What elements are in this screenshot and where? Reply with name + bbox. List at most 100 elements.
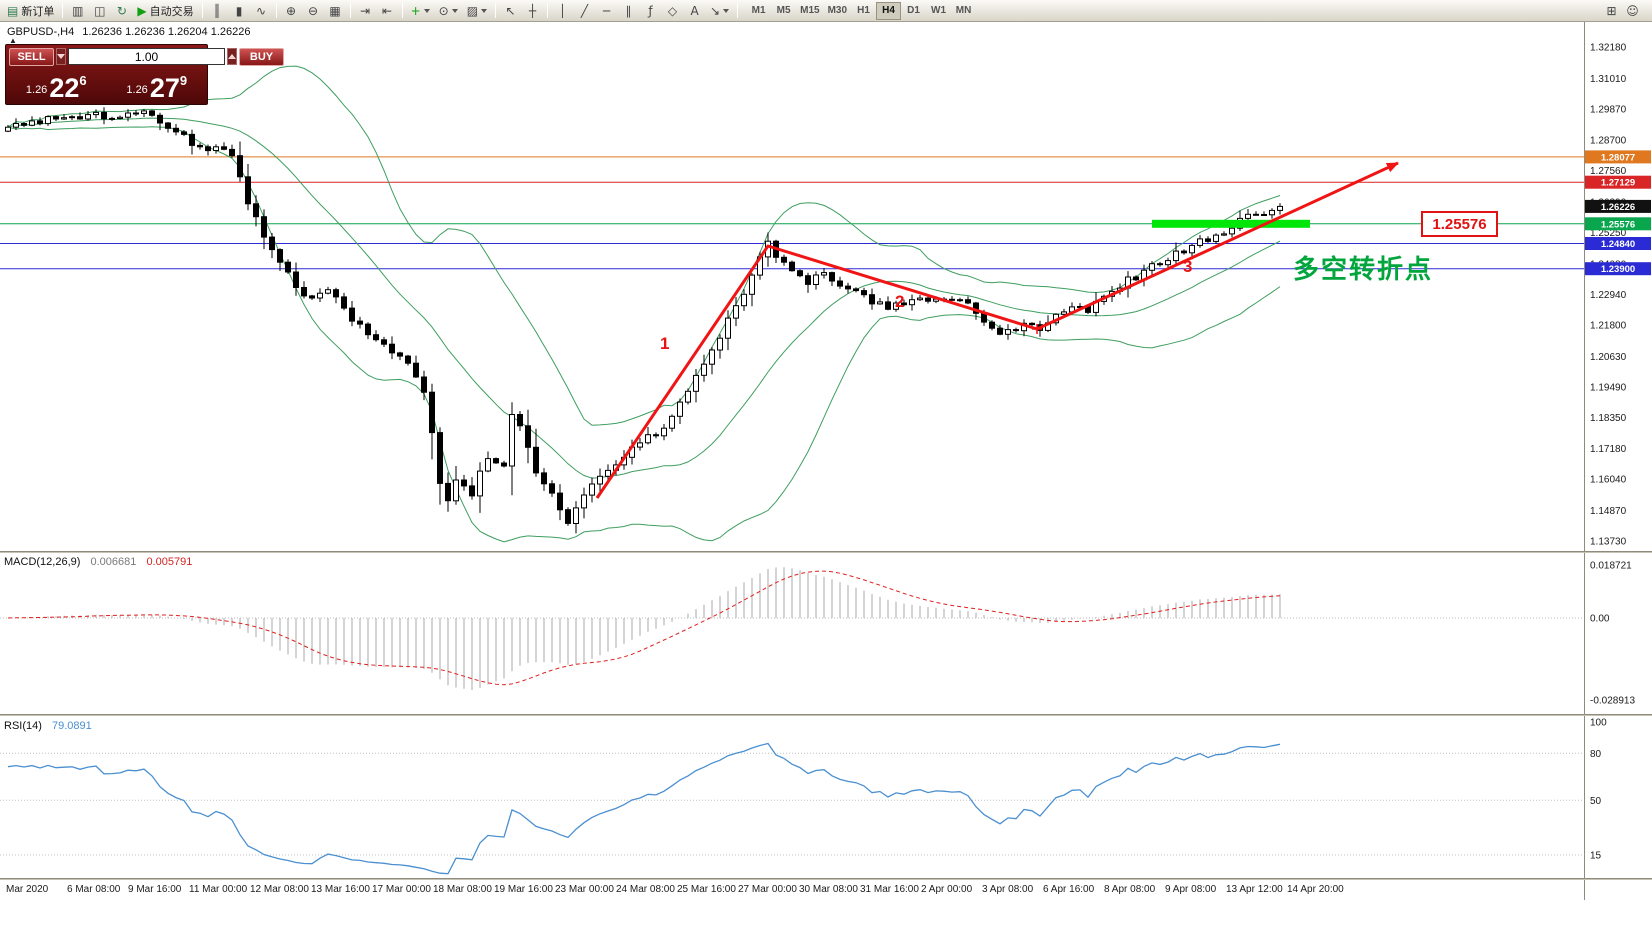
trend-wave-arrow[interactable]	[595, 161, 1399, 499]
macd-axis-ticks[interactable]: 0.018721 0.00 -0.028913	[1590, 560, 1635, 706]
pane-separator[interactable]	[0, 878, 1652, 880]
rsi-level-lines	[0, 752, 1584, 856]
timeframe-toolbar: M1 M5 M15 M30 H1 H4 D1 W1 MN	[746, 1, 976, 20]
equidistant-channel-button[interactable]: ∥	[618, 1, 639, 21]
sell-button[interactable]: SELL	[9, 47, 54, 66]
fibonacci-icon: ƒ	[648, 3, 653, 18]
timeframe-button-h4[interactable]: H4	[876, 1, 902, 20]
ellipse-button[interactable]: ◇	[662, 1, 683, 21]
toolbar-separator	[737, 3, 739, 18]
time-axis-label: 12 Mar 08:00	[250, 884, 309, 895]
timeframe-button-h1[interactable]: H1	[857, 5, 870, 16]
svg-text:1.31010: 1.31010	[1590, 74, 1627, 85]
time-axis[interactable]: Mar 2020 6 Mar 08:00 9 Mar 16:00 11 Mar 00:…	[0, 880, 1652, 900]
horizontal-line-button[interactable]: ─	[596, 1, 617, 21]
svg-text:1.29870: 1.29870	[1590, 104, 1627, 115]
rsi-pane-canvas[interactable]: 100 80 50 15	[0, 716, 1652, 878]
timeframe-button-m5[interactable]: M5	[776, 5, 791, 16]
triangle-down-icon	[57, 54, 65, 63]
chart-shift-button[interactable]: ⇤	[377, 1, 398, 21]
price-axis-ticks[interactable]: 1.321801.310101.298701.287001.275601.263…	[1590, 43, 1627, 548]
auto-scroll-button[interactable]: ⇥	[355, 1, 376, 21]
indicators-button[interactable]: +	[407, 1, 434, 21]
pane-separator[interactable]	[0, 551, 1652, 553]
line-chart-icon: ∿	[256, 3, 267, 18]
market-watch-button[interactable]: ◫	[89, 1, 110, 21]
autotrading-button[interactable]: ▶ 自动交易	[133, 1, 197, 21]
support-highlight-bar[interactable]	[1152, 219, 1310, 228]
rsi-label: RSI(14) 79.0891	[4, 720, 92, 732]
arrows-tool-button[interactable]: ↘	[706, 1, 733, 21]
periods-button[interactable]: ⊙	[435, 1, 462, 21]
fibonacci-button[interactable]: ƒ	[640, 1, 661, 21]
arrows-tool-icon: ↘	[710, 3, 721, 18]
wave-label-2[interactable]: 2	[895, 292, 905, 311]
macd-title-text: MACD(12,26,9)	[4, 556, 81, 568]
new-order-button[interactable]: ▤ 新订单	[3, 1, 58, 21]
timeframe-button-mn[interactable]: MN	[955, 5, 972, 16]
zoom-out-button[interactable]: ⊖	[303, 1, 324, 21]
timeframe-button-m1[interactable]: M1	[751, 5, 766, 16]
quote-prices-row: 1.26 22 6 1.26 27 9	[6, 68, 207, 104]
text-label-button[interactable]: A	[684, 1, 705, 21]
pane-separator[interactable]	[0, 714, 1652, 716]
rsi-title-text: RSI(14)	[4, 720, 42, 732]
line-chart-button[interactable]: ∿	[251, 1, 272, 21]
buy-button[interactable]: BUY	[239, 47, 284, 66]
time-axis-label: 9 Mar 16:00	[128, 884, 182, 895]
equidistant-channel-icon: ∥	[625, 3, 632, 18]
timeframe-button-w1[interactable]: W1	[931, 5, 947, 16]
ask-price[interactable]: 1.26 27 9	[107, 68, 208, 104]
timeframe-button-m30[interactable]: M30	[827, 5, 848, 16]
rsi-line	[7, 742, 1281, 875]
time-axis-label: 9 Apr 08:00	[1165, 884, 1217, 895]
ask-pip-digit: 9	[179, 73, 188, 88]
candlestick-chart-button[interactable]: ▮	[229, 1, 250, 21]
toolbar-separator	[495, 3, 497, 18]
main-chart-canvas[interactable]: 1.32180 1.31010 1.29870 1.28700 1.27560 1.26 3…	[0, 22, 1652, 551]
bollinger-lower-band	[7, 126, 1281, 543]
support-level-callout[interactable]: 1.25576	[1421, 211, 1498, 237]
refresh-button[interactable]: ↻	[111, 1, 132, 21]
volume-input[interactable]	[68, 48, 225, 65]
tile-windows-button[interactable]: ▦	[325, 1, 346, 21]
wave-label-1[interactable]: 1	[660, 334, 670, 353]
toolbar-separator	[401, 3, 403, 18]
autotrading-button-label: 自动交易	[149, 5, 194, 18]
bid-price[interactable]: 1.26 22 6	[6, 68, 107, 104]
crosshair-button[interactable]: ┼	[522, 1, 543, 21]
macd-pane-canvas[interactable]: 0.018721 0.00 -0.028913	[0, 553, 1652, 714]
one-click-collapse-icon[interactable]: ▲	[9, 36, 17, 45]
crosshair-icon: ┼	[528, 3, 537, 18]
svg-text:1.27129: 1.27129	[1601, 178, 1635, 189]
charts-profile-button[interactable]: ▥	[67, 1, 88, 21]
vertical-line-icon: │	[558, 3, 567, 18]
chart-shift-icon: ⇤	[382, 3, 393, 18]
timeframe-button-d1[interactable]: D1	[907, 5, 920, 16]
zoom-in-button[interactable]: ⊕	[281, 1, 302, 21]
time-axis-label: 23 Mar 00:00	[555, 884, 614, 895]
time-axis-label: 14 Apr 20:00	[1287, 884, 1344, 895]
templates-button[interactable]: ▨	[463, 1, 491, 21]
toolbar-separator	[62, 3, 64, 18]
timeframe-button-m15[interactable]: M15	[800, 5, 820, 16]
auto-scroll-icon: ⇥	[360, 3, 371, 18]
community-button[interactable]: ☺	[1622, 1, 1643, 21]
svg-text:-0.028913: -0.028913	[1590, 695, 1635, 706]
time-axis-label: Mar 2020	[6, 884, 49, 895]
bar-chart-button[interactable]: ║	[207, 1, 228, 21]
turning-point-annotation[interactable]: 多空转折点	[1293, 254, 1434, 284]
svg-text:0.00: 0.00	[1590, 614, 1610, 625]
price-level-badges[interactable]: 1.28077 1.27129 1.26226 1.25576 1.24840 1.239…	[1585, 150, 1651, 276]
cursor-button[interactable]: ↖	[500, 1, 521, 21]
wave-label-3[interactable]: 3	[1183, 257, 1193, 276]
rsi-axis-ticks[interactable]: 100 80 50 15	[1590, 718, 1607, 862]
svg-text:1.16040: 1.16040	[1590, 475, 1627, 486]
trendline-button[interactable]: ╱	[574, 1, 595, 21]
volume-down-stepper[interactable]	[56, 48, 66, 65]
vertical-line-button[interactable]: │	[552, 1, 573, 21]
new-window-button[interactable]: ⊞	[1601, 1, 1622, 21]
volume-up-stepper[interactable]	[227, 48, 237, 65]
triangle-up-icon	[228, 50, 236, 59]
toolbar-separator	[349, 3, 351, 18]
